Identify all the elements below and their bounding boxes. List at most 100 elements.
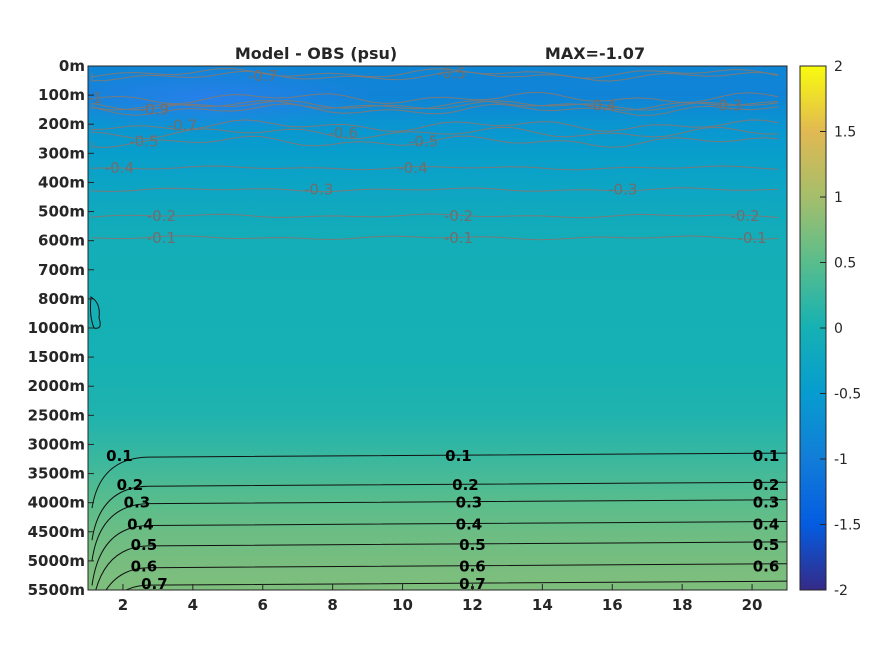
- colorbar-tick-label: 0.5: [834, 256, 856, 272]
- contour-label-positive: 0.5: [131, 536, 158, 554]
- contour-label-negative: -0.5: [129, 133, 158, 151]
- y-tick-label: 800m: [38, 290, 85, 308]
- y-tick-label: 3000m: [28, 435, 85, 453]
- y-tick-label: 300m: [38, 144, 85, 162]
- contour-label-negative: -0.3: [304, 181, 333, 199]
- x-axis: 2 4 6 8 10 12 14 16 18 20: [118, 584, 762, 614]
- colorbar-tick-label: 0: [834, 321, 843, 337]
- y-tick-label: 0m: [59, 57, 85, 75]
- max-label: MAX=-1.07: [545, 44, 645, 63]
- x-tick-label: 12: [462, 596, 483, 614]
- colorbar-tick-label: -1: [834, 452, 848, 468]
- contour-label-positive: 0.3: [124, 494, 151, 512]
- contour-lines: [89, 67, 787, 590]
- contour-line-negative: [91, 213, 779, 219]
- chart-title: Model - OBS (psu): [235, 44, 397, 63]
- colorbar-tick-label: 2: [834, 59, 843, 75]
- contour-line-positive: [105, 563, 787, 590]
- contour-label-negative: -0.1: [147, 229, 176, 247]
- contour-label-positive: 0.2: [117, 476, 144, 494]
- y-tick-label: 1500m: [28, 348, 85, 366]
- y-tick-label: 1000m: [28, 319, 85, 337]
- contour-line-positive: [95, 541, 787, 590]
- y-tick-label: 600m: [38, 232, 85, 250]
- contour-line-negative: [91, 187, 779, 193]
- contour-line-surface: [91, 70, 779, 82]
- contour-label-positive: 0.5: [753, 536, 780, 554]
- contour-label-positive: 0.5: [459, 536, 486, 554]
- contour-label-positive: 0.1: [445, 447, 472, 465]
- contour-label-positive: 0.2: [452, 476, 479, 494]
- contour-label-surface: -0.3: [713, 96, 742, 114]
- y-axis: 0m 100m 200m 300m 400m 500m 600m 700m 800m 1000m 1…: [28, 57, 94, 599]
- colorbar: 2 1.5 1 0.5 0 -0.5 -1 -1.5 -2: [799, 59, 861, 599]
- contour-closed-loop: [89, 296, 101, 329]
- y-tick-label: 100m: [38, 86, 85, 104]
- x-tick-label: 10: [392, 596, 413, 614]
- contour-label-positive: 0.4: [456, 516, 483, 534]
- contour-line-negative: [91, 91, 779, 105]
- colorbar-tick-label: -0.5: [834, 387, 861, 403]
- x-tick-label: 14: [532, 596, 553, 614]
- contour-label-positive: 0.7: [459, 575, 486, 593]
- y-tick-label: 2000m: [28, 377, 85, 395]
- contour-label-negative: -0.2: [147, 207, 176, 225]
- contour-label-negative: -0.4: [398, 159, 427, 177]
- y-tick-label: 5500m: [28, 581, 85, 599]
- contour-label-positive: 0.6: [753, 558, 780, 576]
- contour-line-surface: [91, 99, 779, 111]
- contour-label-negative: -0.6: [328, 124, 357, 142]
- x-tick-label: 2: [118, 596, 128, 614]
- contour-line-negative: [91, 165, 779, 171]
- contour-line-negative: [91, 135, 779, 149]
- y-tick-label: 400m: [38, 173, 85, 191]
- y-tick-label: 2500m: [28, 406, 85, 424]
- contour-line-positive: [91, 452, 787, 509]
- contour-label-negative: -0.7: [168, 117, 197, 135]
- contour-line-positive: [91, 481, 787, 541]
- contour-label-surface: -0.5: [437, 64, 466, 82]
- contour-label-positive: 0.7: [141, 575, 168, 593]
- x-tick-label: 4: [188, 596, 198, 614]
- contour-label-positive: 0.2: [753, 476, 780, 494]
- contour-label-negative: -0.9: [140, 101, 169, 119]
- contour-label-positive: 0.6: [459, 558, 486, 576]
- contour-label-negative: -0.1: [737, 229, 766, 247]
- contour-label-negative: -0.4: [105, 159, 134, 177]
- colorbar-tick-label: 1: [834, 190, 843, 206]
- contour-label-positive: 0.3: [456, 494, 483, 512]
- contour-label-positive: 0.6: [131, 558, 158, 576]
- colorbar-tick-label: -1.5: [834, 518, 861, 534]
- contour-label-surface: -0.7: [248, 67, 277, 85]
- contour-label-positive: 0.3: [753, 494, 780, 512]
- x-tick-label: 18: [672, 596, 693, 614]
- y-tick-label: 4500m: [28, 523, 85, 541]
- contour-label-negative: -0.2: [444, 207, 473, 225]
- contour-label-negative: -0.1: [444, 229, 473, 247]
- contour-line-positive: [91, 521, 787, 586]
- contour-line-positive: [125, 580, 787, 590]
- contour-label-surface: -0.4: [587, 96, 616, 114]
- contour-label-negative: -0.3: [608, 181, 637, 199]
- contour-line-negative: [91, 126, 779, 140]
- plot-area: 0.1 0.1 0.10.2 0.2 0.20.3 0.3 0.30.4 0.4 0.40.5 0…: [87, 64, 788, 593]
- contour-label-positive: 0.4: [753, 516, 780, 534]
- contour-label-positive: 0.1: [753, 447, 780, 465]
- colorbar-ticks: 2 1.5 1 0.5 0 -0.5 -1 -1.5 -2: [820, 59, 861, 599]
- contour-label-negative: -1: [88, 89, 103, 107]
- y-tick-label: 3500m: [28, 465, 85, 483]
- contour-label-positive: 0.1: [106, 447, 133, 465]
- y-tick-label: 700m: [38, 261, 85, 279]
- x-tick-label: 6: [258, 596, 268, 614]
- contour-label-negative: -0.5: [409, 133, 438, 151]
- contour-line-negative: [91, 235, 779, 241]
- contour-line-positive: [91, 499, 787, 561]
- colorbar-tick-label: 1.5: [834, 125, 856, 141]
- y-tick-label: 5000m: [28, 552, 85, 570]
- y-tick-label: 200m: [38, 115, 85, 133]
- contour-labels: 0.1 0.1 0.10.2 0.2 0.20.3 0.3 0.30.4 0.4 0.40.5 0…: [88, 64, 780, 593]
- contour-line-surface: [91, 67, 779, 79]
- y-tick-label: 500m: [38, 203, 85, 221]
- surface-minimum-blob: [88, 66, 380, 132]
